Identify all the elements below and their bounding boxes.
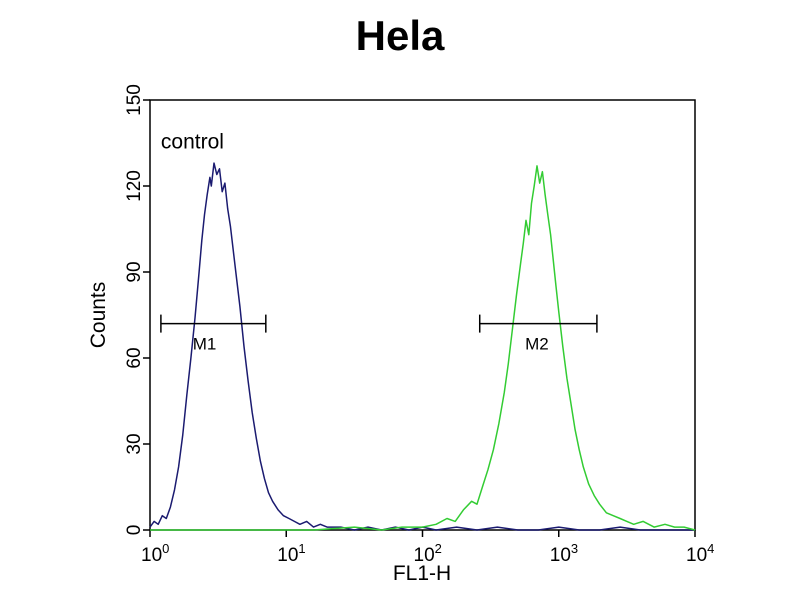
y-tick-label: 120: [124, 170, 145, 202]
y-tick-label: 30: [124, 433, 145, 454]
y-tick-label: 150: [124, 84, 145, 116]
y-axis-ticks: 0 30 60 90 120 150: [124, 84, 150, 535]
sample-curve-green: [150, 165, 696, 531]
plot-frame: [149, 99, 696, 531]
gate-label-m1: M1: [193, 335, 217, 354]
x-tick-label: 103: [550, 541, 578, 566]
control-curve-blue: [149, 162, 695, 531]
gate-markers: M1 M2: [160, 314, 598, 354]
x-tick-label: 100: [141, 541, 169, 566]
y-tick-label: 90: [124, 261, 145, 282]
y-axis-label: Counts: [87, 282, 110, 349]
x-tick-label: 101: [277, 541, 305, 566]
control-annotation: control: [161, 131, 224, 154]
x-tick-label: 104: [686, 541, 714, 566]
y-tick-label: 60: [124, 347, 145, 368]
x-axis-label: FL1-H: [393, 562, 451, 585]
chart-title: Hela: [356, 12, 445, 59]
gate-label-m2: M2: [525, 335, 549, 354]
x-axis-ticks: 100 101 102 103 104: [141, 530, 714, 566]
y-tick-label: 0: [124, 525, 145, 536]
